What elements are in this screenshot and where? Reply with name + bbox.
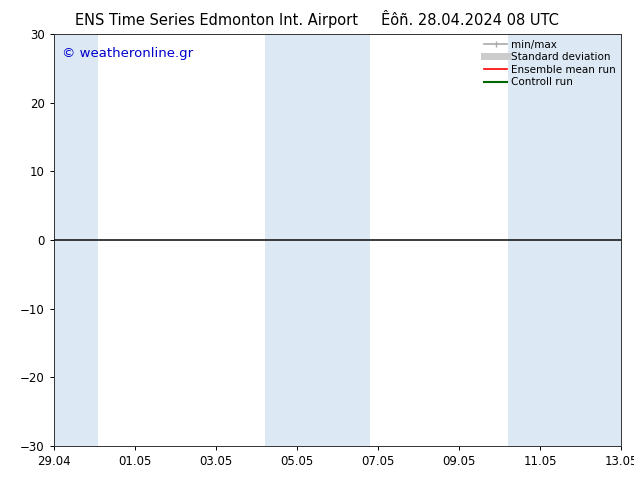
Text: © weatheronline.gr: © weatheronline.gr [62,47,193,60]
Legend: min/max, Standard deviation, Ensemble mean run, Controll run: min/max, Standard deviation, Ensemble me… [482,37,618,89]
Bar [264,34,370,446]
Text: ENS Time Series Edmonton Int. Airport     Êôñ. 28.04.2024 08 UTC: ENS Time Series Edmonton Int. Airport Êô… [75,10,559,28]
Bar [508,34,622,446]
Bar [53,34,98,446]
